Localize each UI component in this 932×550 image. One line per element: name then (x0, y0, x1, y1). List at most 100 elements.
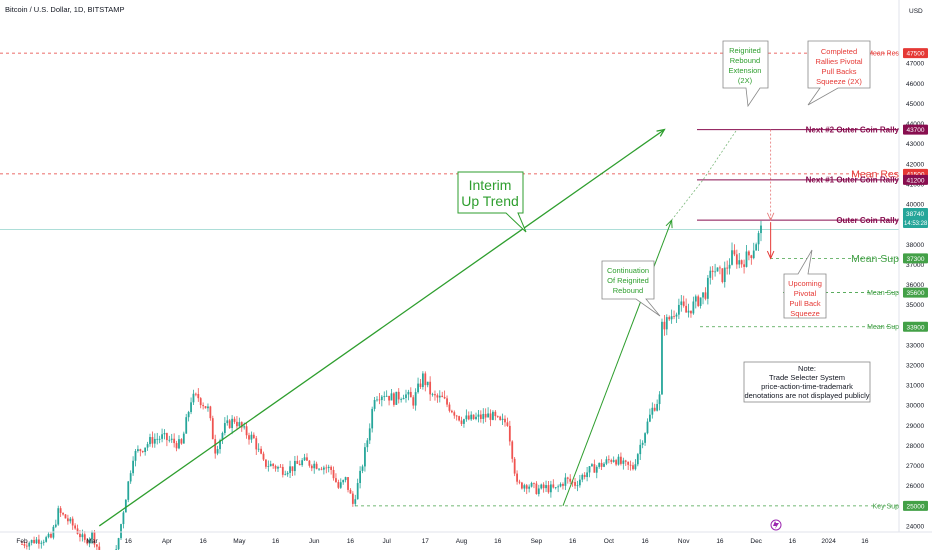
interim-trend-line (98, 129, 665, 527)
candle-body (214, 439, 217, 454)
level-label: Mean Sup (851, 253, 899, 265)
candle-body (682, 301, 685, 306)
candle-body (267, 466, 270, 467)
upcoming-line-2: Pivotal (794, 289, 817, 298)
candle-body (354, 499, 357, 504)
candle-body (293, 460, 296, 472)
candle-body (132, 460, 134, 474)
y-tick-label: 31000 (906, 383, 924, 390)
candle-body (591, 464, 593, 467)
time-axis[interactable]: Feb Mar 16 Apr 16 May 16 Jun 16 Jul 17 Aug 16 Sep 16 Oc… (16, 538, 868, 545)
candle-body (50, 533, 52, 538)
candle-body (30, 539, 33, 543)
event-icon[interactable] (770, 519, 782, 531)
candle-body (549, 484, 552, 493)
candle-body (286, 472, 289, 475)
candle-body (443, 397, 446, 399)
level-label: Mean Sup (867, 324, 899, 331)
candle-body (518, 481, 521, 483)
candle-body (289, 466, 291, 473)
candle-body (436, 395, 439, 398)
candle-body (634, 464, 637, 470)
candle-body (525, 485, 528, 489)
y-tick-label: 27000 (906, 463, 924, 470)
level-label: Mean Res (867, 51, 899, 58)
candle-body (228, 420, 231, 429)
x-tick-label: Nov (678, 538, 690, 545)
candle-body (680, 301, 683, 305)
level-tag-value: 35600 (906, 290, 924, 297)
candle-body (470, 414, 473, 420)
candle-body (690, 310, 692, 314)
candle-body (453, 412, 456, 416)
x-tick-label: 16 (200, 538, 208, 545)
candle-body (622, 460, 625, 464)
x-tick-label: 2024 (821, 538, 836, 545)
chart-title: Bitcoin / U.S. Dollar, 1D, BITSTAMP (5, 5, 124, 14)
current-price-value: 38740 (906, 211, 924, 218)
candle-body (706, 277, 709, 299)
candle-body (332, 469, 335, 479)
candle-body (62, 512, 64, 515)
candle-body (359, 470, 361, 484)
candle-body (35, 539, 38, 544)
completed-squeeze-arrow-head (767, 212, 775, 222)
candle-body (156, 438, 159, 440)
candle-body (284, 474, 287, 476)
candle-body (175, 443, 178, 449)
candle-body (245, 426, 248, 436)
candle-body (576, 485, 579, 487)
candle-body (409, 391, 412, 398)
candle-body (533, 482, 535, 484)
x-tick-label: 16 (641, 538, 649, 545)
level-label: Next #1 Outer Coin Rally (806, 176, 900, 185)
candle-body (74, 525, 77, 529)
candle-body (438, 395, 441, 398)
candle-body (446, 398, 448, 405)
candle-body (578, 479, 581, 486)
candle-body (349, 489, 352, 494)
level-tag (903, 321, 928, 332)
candle-body (716, 267, 719, 272)
candle-body (482, 413, 485, 419)
candle-body (313, 463, 316, 469)
y-tick-label: 36000 (906, 282, 924, 289)
candle-body (733, 250, 736, 255)
candle-body (91, 531, 93, 540)
candle-body (728, 264, 731, 269)
candle-body (40, 542, 43, 544)
candle-body (221, 432, 224, 441)
price-axis[interactable]: 47000 46000 45000 44000 43000 42000 41000 40000… (906, 61, 924, 531)
x-tick-label: Apr (162, 538, 173, 545)
candle-body (600, 462, 603, 467)
price-tags: 4750043700415004120039200373003560033900… (903, 48, 928, 511)
candle-body (327, 466, 330, 469)
candle-body (238, 422, 241, 427)
candle-body (426, 381, 429, 386)
candle-body (450, 410, 453, 413)
candle-body (542, 484, 545, 489)
candle-body (277, 466, 279, 469)
candle-body (475, 416, 477, 420)
candle-body (335, 478, 337, 483)
level-tag-value: 41200 (906, 177, 924, 184)
candle-body (711, 270, 714, 272)
candle-body (607, 459, 610, 461)
candle-body (153, 438, 156, 444)
y-tick-label: 29000 (906, 423, 924, 430)
y-tick-label: 35000 (906, 302, 924, 309)
candle-body (320, 468, 323, 470)
candle-body (651, 407, 654, 415)
candle-body (627, 461, 630, 465)
candle-body (649, 414, 651, 422)
candle-body (402, 397, 405, 400)
candle-body (385, 395, 388, 397)
candle-body (641, 442, 644, 445)
candle-body (378, 399, 381, 401)
candle-body (760, 225, 762, 234)
upcoming-squeeze-arrow-head (766, 250, 775, 260)
candle-body (431, 394, 434, 395)
level-tag (903, 253, 928, 264)
candle-body (226, 420, 229, 424)
